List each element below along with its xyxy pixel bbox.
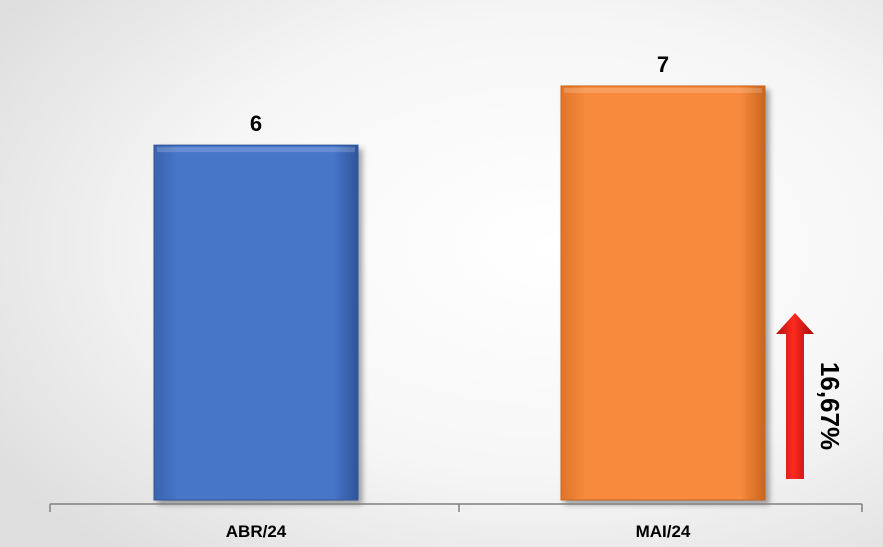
value-labels-group: 67 [250,52,669,136]
bars-group [153,85,766,501]
growth-annotation: 16,67% [776,313,845,479]
up-arrow-icon [776,313,814,479]
value-label-mai-24: 7 [657,52,669,77]
category-label-mai-24: MAI/24 [636,522,691,541]
category-label-abr-24: ABR/24 [226,522,287,541]
bar-abr-24 [153,144,359,501]
value-label-abr-24: 6 [250,111,262,136]
bar-bevel-abr-24 [157,147,355,153]
bar-bevel-mai-24 [564,87,762,93]
growth-percentage-label: 16,67% [815,362,845,450]
bar-mai-24 [560,85,766,501]
category-labels-group: ABR/24 MAI/24 [226,522,691,541]
